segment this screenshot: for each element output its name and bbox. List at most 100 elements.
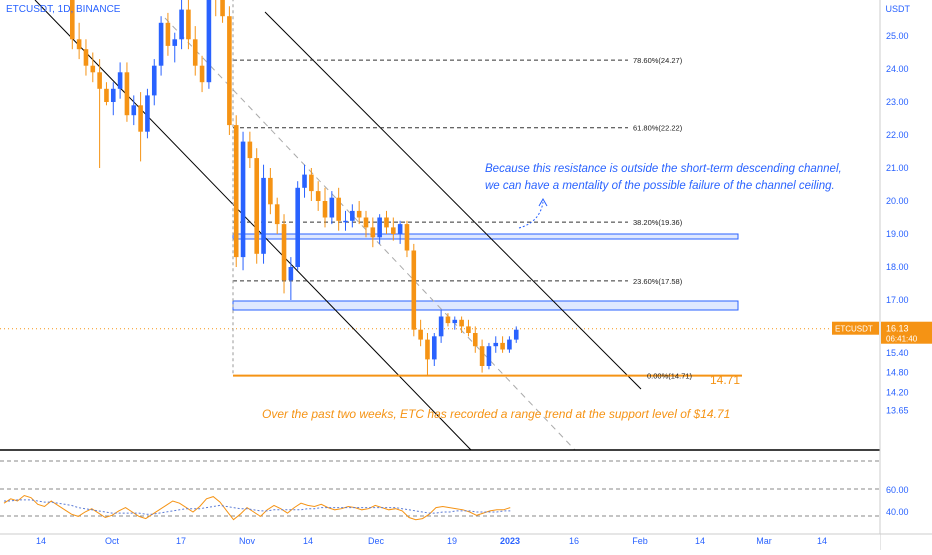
symbol-title: ETCUSDT, 1D, BINANCE (6, 4, 121, 15)
candle-body (117, 72, 123, 89)
candle-body (452, 319, 458, 324)
candle-body (336, 197, 341, 221)
price-tag (881, 321, 932, 344)
candle-body (425, 339, 430, 360)
candle-body (466, 326, 471, 333)
candle-body (281, 224, 287, 281)
candle-body (172, 39, 178, 46)
candle-body (138, 105, 143, 132)
candle-body (151, 65, 157, 96)
candle-body (309, 174, 314, 192)
candle-body (220, 0, 225, 17)
candle-body (227, 16, 232, 126)
candle-body (493, 342, 499, 347)
candle-body (411, 250, 417, 330)
candle-body (247, 141, 253, 159)
candle-body (70, 0, 75, 40)
date-tick-label: Dec (368, 536, 385, 546)
fib-label-2: 61.80%(22.22) (633, 124, 683, 133)
ticker-tag-label: ETCUSDT (835, 325, 873, 334)
date-tick-label: 14 (303, 536, 313, 546)
candle-body (179, 9, 184, 40)
fib-label-5: 0.00%(14.71) (647, 372, 693, 381)
candle-body (445, 316, 451, 324)
price-tag-countdown: 06:41:40 (886, 335, 918, 344)
fib-label-4: 23.60%(17.58) (633, 277, 683, 286)
candle-body (274, 204, 280, 225)
candle-body (186, 9, 191, 40)
candle-body (288, 267, 294, 281)
price-tick-label: 14.20 (886, 387, 909, 397)
candle-body (315, 191, 321, 201)
date-tick-label: Mar (756, 536, 772, 546)
annotation-arrow-head (538, 197, 548, 207)
candle-body (124, 72, 130, 116)
candle-body (438, 316, 444, 337)
candle-body (500, 342, 505, 350)
candle-body (486, 346, 492, 366)
candle-body (479, 346, 485, 366)
price-tick-label: 14.80 (886, 368, 909, 378)
channel-upper-line (264, 11, 642, 390)
date-tick-label: 16 (569, 536, 579, 546)
fib-label-3: 38.20%(19.36) (633, 218, 683, 227)
candle-body (431, 336, 437, 360)
candle-body (254, 158, 260, 254)
price-tag-value: 16.13 (886, 324, 909, 334)
price-tick-label: 25.00 (886, 31, 909, 41)
date-tick-label: 2023 (500, 536, 520, 546)
candle-body (76, 39, 82, 50)
price-tick-label: 18.00 (886, 262, 909, 272)
candle-body (391, 227, 396, 234)
price-tick-label: 21.00 (886, 163, 909, 173)
date-tick-label: 14 (817, 536, 827, 546)
date-tick-label: 14 (36, 536, 46, 546)
ticker-tag (832, 321, 879, 335)
candle-body (206, 0, 212, 83)
date-tick-label: 19 (447, 536, 457, 546)
candle-body (472, 333, 478, 347)
price-tick-label: 24.00 (886, 64, 909, 74)
rsi-line (3, 494, 511, 521)
date-tick-label: 14 (695, 536, 705, 546)
candle-body (329, 197, 335, 218)
rsi-ma-line (4, 499, 511, 515)
candle-body (268, 177, 273, 205)
support-price-label: 14.71 (710, 373, 740, 387)
price-tick-label: 17.00 (886, 295, 909, 305)
candle-body (131, 105, 137, 116)
currency-label: USDT (885, 4, 911, 14)
candle-body (418, 329, 423, 340)
date-tick-label: Oct (105, 536, 120, 546)
resistance-zone-upper (232, 233, 739, 240)
candle-body (343, 220, 348, 223)
candle-body (302, 174, 307, 188)
date-tick-label: Feb (632, 536, 648, 546)
price-tick-label: 13.65 (886, 406, 909, 416)
candle-body (90, 65, 96, 73)
candle-body (295, 187, 300, 267)
annotation-top-line-1: Because this resistance is outside the s… (485, 163, 842, 175)
candle-body (240, 141, 246, 258)
resistance-zone-lower (232, 300, 739, 311)
candle-body (322, 201, 328, 218)
rsi-tick-label: 40.00 (886, 507, 909, 517)
annotation-top-line-2: we can have a mentality of the possible … (485, 180, 835, 192)
price-axis (880, 0, 932, 550)
candle-body (513, 329, 519, 340)
candle-body (507, 339, 512, 350)
candle-body (104, 88, 109, 102)
annotation-bottom: Over the past two weeks, ETC has recorde… (262, 407, 730, 421)
date-tick-label: Nov (239, 536, 256, 546)
candle-body (233, 125, 239, 258)
price-tick-label: 22.00 (886, 130, 909, 140)
main-pane (0, 0, 880, 450)
candle-body (363, 217, 369, 228)
candle-body (356, 210, 362, 218)
price-tick-label: 20.00 (886, 196, 909, 206)
candle-body (83, 49, 89, 66)
date-tick-label: 17 (176, 536, 186, 546)
candle-body (97, 72, 102, 89)
